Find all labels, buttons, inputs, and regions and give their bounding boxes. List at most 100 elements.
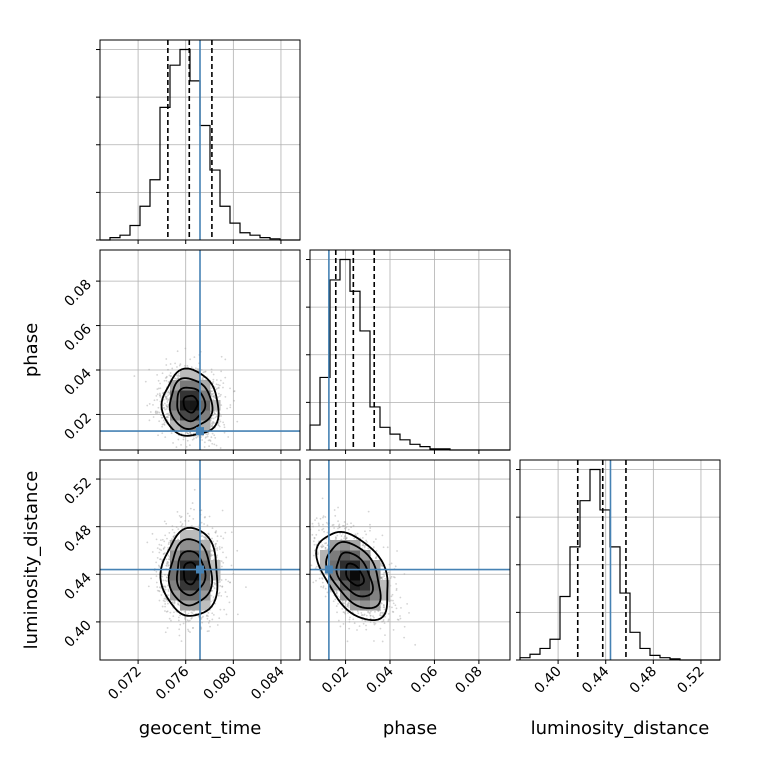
sample-point [223,423,226,426]
sample-point [157,406,160,409]
sample-point [219,580,221,583]
sample-point [167,558,170,561]
sample-point [392,629,395,631]
sample-point [177,619,180,622]
sample-point [205,537,208,540]
sample-point [324,516,327,518]
sample-point [370,610,372,613]
sample-point [210,368,213,371]
sample-point [391,606,393,609]
sample-point [167,588,170,591]
density-cell [200,410,211,421]
sample-point [387,571,390,574]
sample-point [206,617,209,620]
sample-point [233,399,235,402]
sample-point [395,583,397,585]
sample-point [166,416,168,418]
sample-point [325,542,328,544]
sample-point [165,364,168,366]
density-cell [180,550,191,561]
sample-point [159,539,162,542]
sample-point [380,576,383,579]
sample-point [165,395,168,398]
sample-point [224,395,227,398]
sample-point [348,627,351,630]
sample-point [381,564,383,567]
sample-point [211,527,214,530]
sample-point [352,618,355,621]
sample-point [166,405,168,408]
sample-point [389,577,392,580]
density-cell [200,600,211,611]
sample-point [205,615,208,617]
sample-point [176,350,179,353]
sample-point [201,378,203,381]
sample-point [335,591,338,593]
sample-point [382,604,385,606]
sample-point [322,545,325,548]
sample-point [174,362,177,365]
sample-point [167,403,170,406]
sample-point [187,628,189,631]
sample-point [162,392,164,395]
sample-point [213,412,216,415]
sample-point [211,537,213,540]
sample-point [322,515,325,518]
sample-point [212,540,215,543]
sample-point [326,573,329,576]
sample-point [392,602,395,605]
sample-point [344,612,347,615]
density-cell [190,600,201,611]
sample-point [347,602,350,605]
sample-point [380,576,383,579]
sample-point [383,571,386,574]
sample-point [164,395,167,398]
sample-point [367,510,370,513]
sample-point [211,393,214,396]
sample-point [200,535,203,538]
sample-point [212,378,215,381]
sample-point [210,371,213,373]
sample-point [217,396,219,398]
sample-point [188,444,191,447]
density-cell [180,420,191,431]
sample-point [208,439,211,441]
sample-point [210,394,213,397]
sample-point [191,525,193,528]
sample-point [151,551,154,553]
sample-point [200,627,203,630]
sample-point [166,627,169,629]
sample-point [320,546,323,549]
sample-point [161,416,164,419]
sample-point [166,576,168,579]
sample-point [203,523,206,525]
density-cell [170,550,181,561]
density-cell [340,570,351,581]
sample-point [164,600,166,603]
sample-point [213,558,216,561]
density-cell [360,550,371,561]
sample-point [162,451,164,453]
sample-point [372,615,374,618]
truth-marker-geocent_time-luminosity_distance [196,565,204,574]
sample-point [395,587,398,590]
sample-point [202,615,204,618]
sample-point [350,522,352,525]
sample-point [390,562,393,565]
sample-point [166,562,168,565]
sample-point [391,610,394,613]
sample-point [321,497,324,500]
sample-point [170,432,173,435]
sample-point [155,412,157,415]
sample-point [337,527,339,530]
grid-layer [100,40,720,660]
sample-point [343,535,346,538]
sample-point [220,404,223,407]
sample-point [169,363,172,365]
sample-point [225,613,228,616]
sample-point [315,543,318,546]
sample-point [229,581,231,584]
sample-point [214,545,217,548]
sample-point [147,585,150,588]
sample-point [213,396,216,399]
